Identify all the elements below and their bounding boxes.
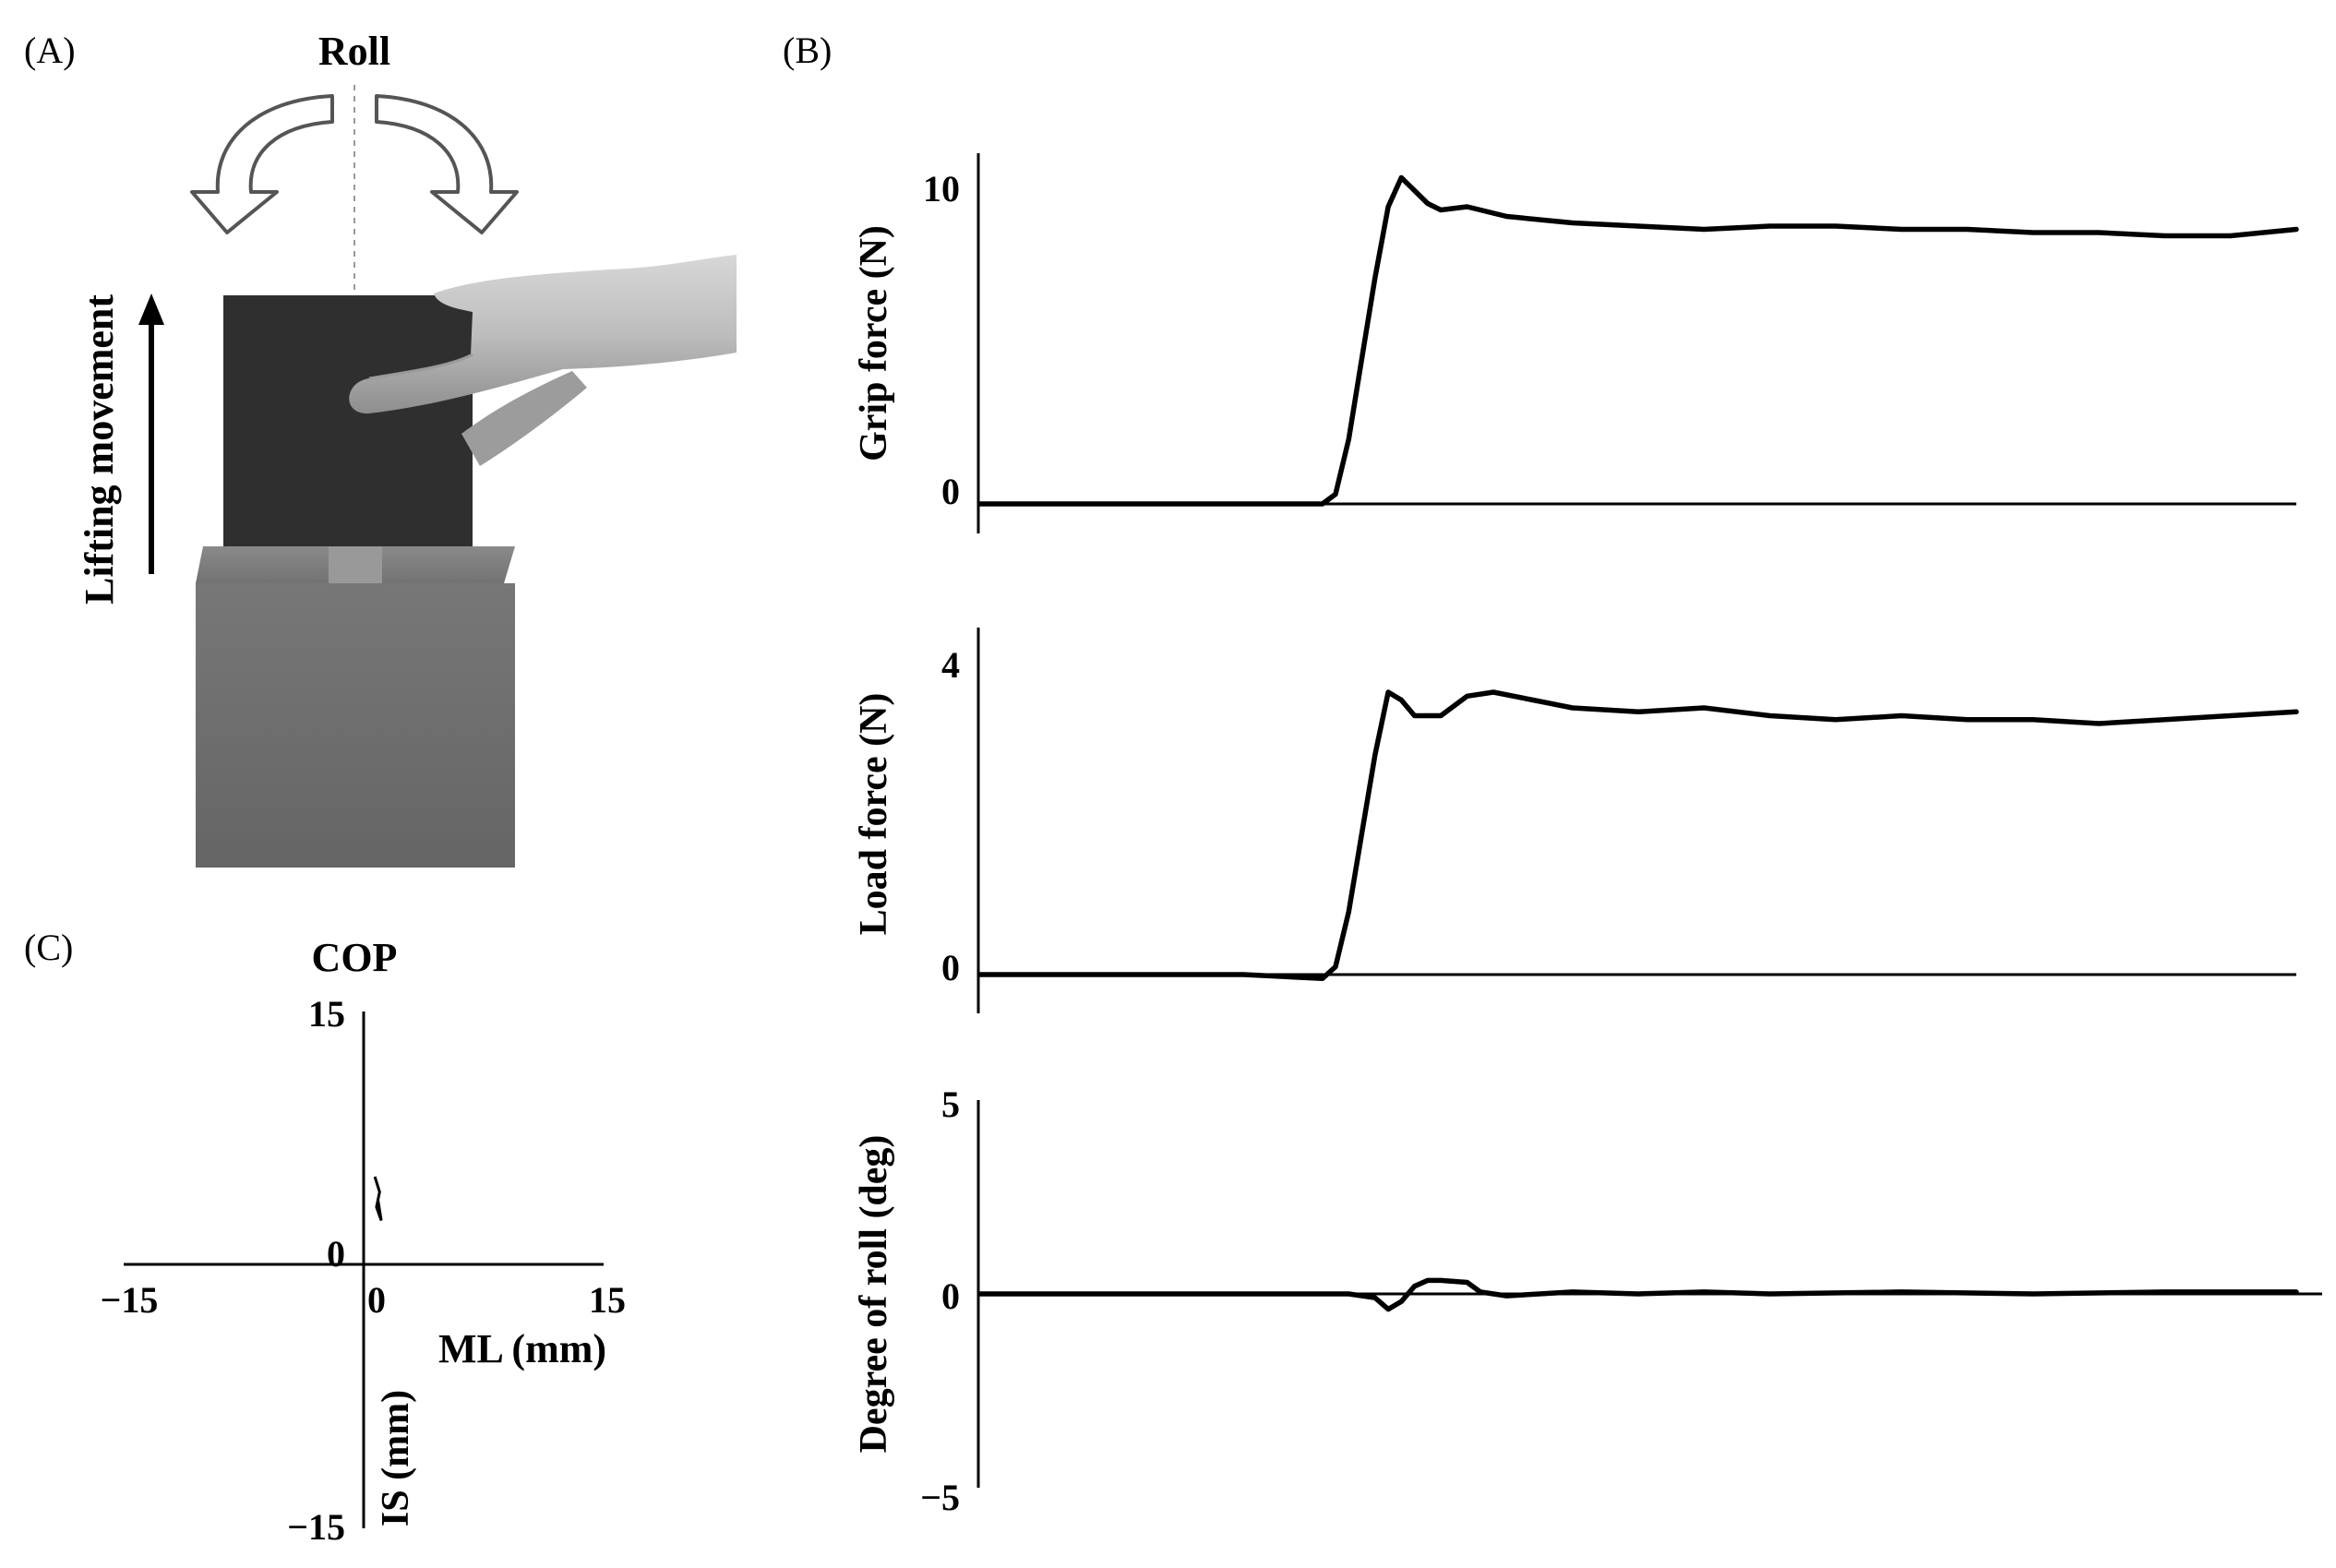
load-force-tick-0: 0 — [941, 947, 960, 988]
lifting-movement-label: Lifting movement — [77, 294, 122, 604]
lifting-arrow-icon — [138, 293, 164, 574]
roll-left-arrow-icon — [190, 94, 334, 234]
grip-force-subplot: 10 0 Grip force (N) — [853, 153, 2299, 533]
cop-x-tick-15: 15 — [589, 1279, 626, 1321]
cop-y-tick-minus15: −15 — [287, 1506, 345, 1548]
roll-degree-axis-label: Degree of roll (deg) — [853, 1135, 895, 1454]
roll-right-arrow-icon — [375, 94, 519, 234]
panel-b-letter: (B) — [783, 30, 832, 71]
load-force-subplot: 4 0 Load force (N) — [853, 628, 2299, 1013]
roll-degree-series-line — [977, 1277, 2299, 1312]
cop-x-tick-0: 0 — [367, 1279, 386, 1321]
base-box-illustration — [196, 545, 515, 868]
load-force-series-line — [977, 689, 2299, 982]
cop-x-axis-label: ML (mm) — [438, 1326, 606, 1371]
load-force-axis-label: Load force (N) — [853, 693, 895, 936]
cop-trajectory-line — [373, 1176, 383, 1222]
lifted-object-illustration — [223, 295, 473, 546]
roll-degree-tick-0: 0 — [941, 1275, 960, 1317]
roll-degree-tick-minus5: −5 — [920, 1477, 960, 1518]
cop-y-tick-15: 15 — [308, 993, 345, 1035]
cop-y-tick-0: 0 — [327, 1233, 345, 1275]
roll-degree-tick-5: 5 — [941, 1083, 960, 1125]
grip-force-tick-0: 0 — [941, 471, 960, 512]
cop-x-tick-minus15: −15 — [101, 1279, 159, 1321]
hand-illustration — [349, 255, 737, 466]
panel-c-letter: (C) — [24, 927, 73, 968]
panel-a-letter: (A) — [24, 30, 76, 71]
roll-degree-subplot: 5 0 −5 Degree of roll (deg) — [853, 1083, 2322, 1518]
load-force-tick-4: 4 — [941, 644, 960, 686]
grip-force-axis-label: Grip force (N) — [853, 225, 895, 461]
cop-title: COP — [312, 935, 398, 980]
grip-force-series-line — [977, 174, 2299, 507]
cop-y-axis-label: IS (mm) — [375, 1390, 417, 1526]
roll-label: Roll — [318, 29, 390, 74]
grip-force-tick-10: 10 — [923, 168, 960, 209]
cop-plot: 15 0 −15 −15 0 15 ML (mm) IS (mm) — [101, 993, 626, 1548]
